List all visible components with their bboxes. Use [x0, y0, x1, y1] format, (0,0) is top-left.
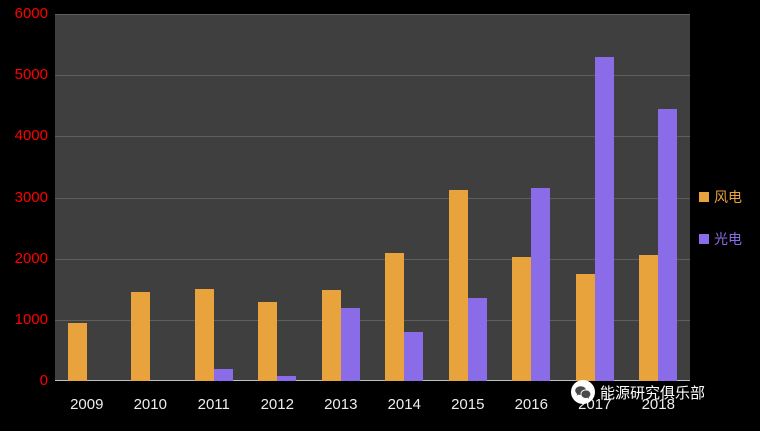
y-axis-tick-label: 2000 [14, 249, 48, 267]
gridline [55, 14, 690, 15]
legend-swatch-wind [699, 192, 709, 202]
bar-wind-2017 [575, 273, 595, 381]
bar-solar-2013 [340, 307, 360, 381]
watermark: 能源研究俱乐部 [570, 379, 705, 405]
gridline [55, 197, 690, 199]
bar-wind-2013 [321, 290, 341, 381]
bar-wind-2018 [639, 255, 659, 381]
x-axis-tick-label: 2009 [70, 396, 104, 413]
x-axis-tick-label: 2010 [133, 396, 167, 413]
bar-solar-2017 [594, 56, 614, 381]
x-axis-tick-label: 2015 [451, 396, 485, 413]
gridline [55, 258, 690, 260]
bar-wind-2014 [385, 253, 405, 381]
gridline [55, 75, 690, 77]
legend-item-solar: 光电 [699, 229, 742, 249]
legend-item-wind: 风电 [699, 187, 742, 207]
x-axis-tick-label: 2018 [641, 396, 675, 413]
y-axis-tick-label: 3000 [14, 188, 48, 206]
plot-area [55, 14, 690, 381]
bar-solar-2011 [213, 369, 233, 381]
bar-solar-2014 [404, 332, 424, 381]
y-axis-tick-label: 1000 [14, 310, 48, 328]
x-axis-tick-label: 2016 [514, 396, 548, 413]
bar-wind-2015 [448, 190, 468, 381]
legend-swatch-solar [699, 234, 709, 244]
bar-wind-2011 [194, 289, 214, 381]
legend-label-solar: 光电 [714, 231, 742, 247]
bar-solar-2016 [531, 187, 551, 381]
wechat-icon [570, 379, 596, 405]
bar-wind-2009 [67, 322, 87, 381]
gridline [55, 136, 690, 138]
bar-solar-2015 [467, 297, 487, 381]
y-axis-tick-label: 5000 [14, 66, 48, 84]
x-axis-tick-label: 2011 [197, 396, 230, 413]
bar-wind-2016 [512, 256, 532, 381]
bar-solar-2012 [277, 375, 297, 381]
y-axis-tick-label: 6000 [14, 5, 48, 22]
y-axis-tick-label: 0 [39, 372, 48, 389]
x-axis-line [55, 380, 690, 381]
y-axis-tick-label: 4000 [14, 127, 48, 145]
gridline [55, 319, 690, 321]
bar-wind-2010 [131, 292, 151, 381]
bar-wind-2012 [258, 302, 278, 381]
x-axis-tick-label: 2014 [387, 396, 421, 413]
x-axis-tick-label: 2013 [324, 396, 358, 413]
legend-label-wind: 风电 [714, 189, 742, 205]
x-axis-tick-label: 2012 [260, 396, 294, 413]
legend: 风电 光电 [699, 187, 742, 249]
bar-solar-2018 [658, 108, 678, 381]
watermark-text: 能源研究俱乐部 [600, 384, 706, 402]
